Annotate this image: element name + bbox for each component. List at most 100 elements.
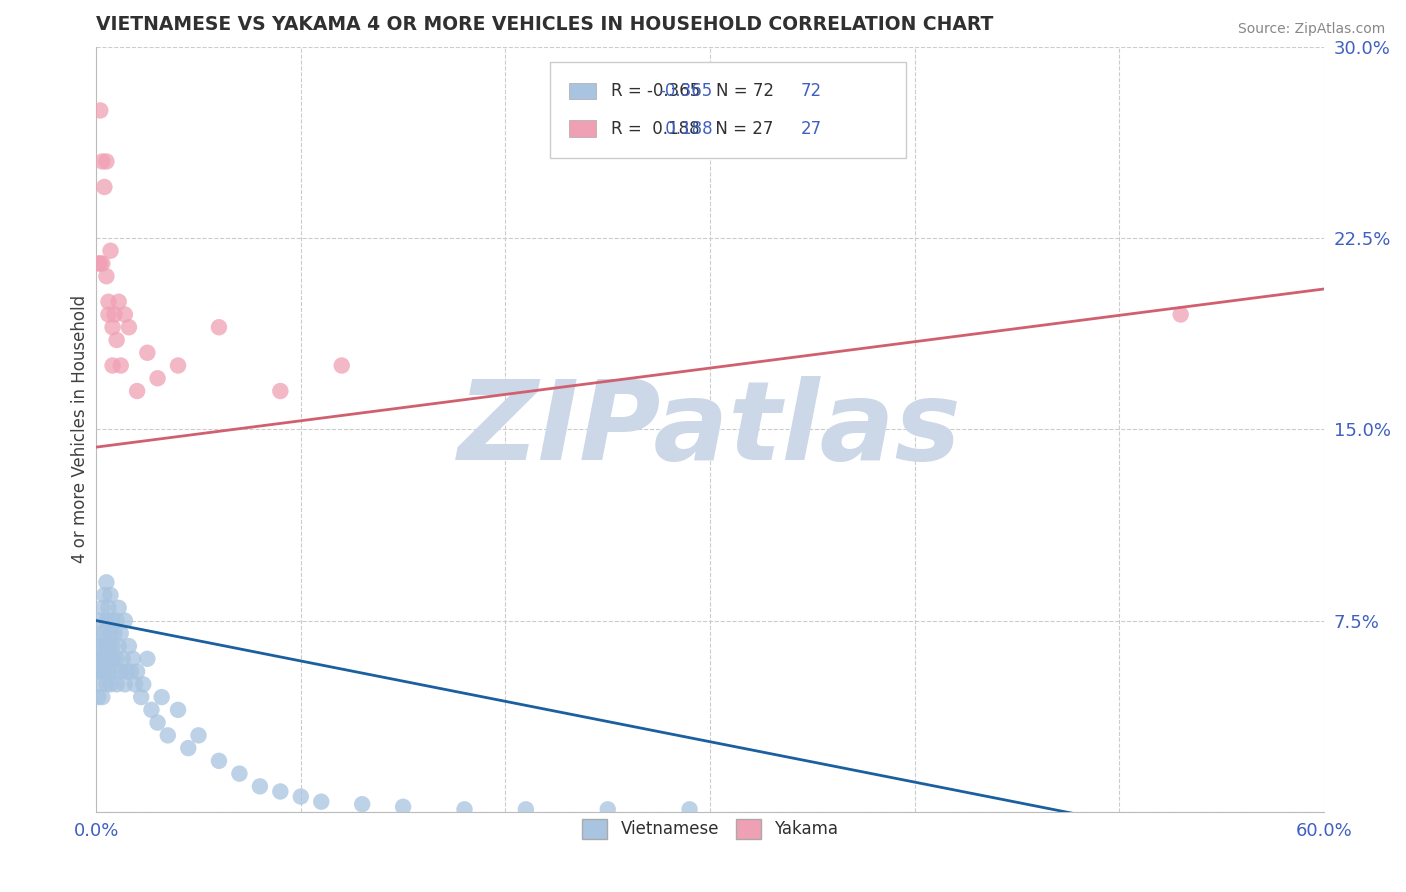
- Text: -0.365: -0.365: [659, 82, 713, 100]
- Point: [104, 308, 127, 322]
- Point: [89, 256, 111, 270]
- Text: ZIPatlas: ZIPatlas: [458, 376, 962, 483]
- Point: [89, 677, 111, 691]
- Point: [93, 665, 115, 679]
- Point: [97, 294, 120, 309]
- Point: [93, 588, 115, 602]
- Point: [87, 256, 110, 270]
- Point: [91, 256, 114, 270]
- Point: [96, 269, 118, 284]
- Point: [107, 294, 129, 309]
- Point: [146, 715, 169, 730]
- Text: R = -0.365   N = 72: R = -0.365 N = 72: [610, 82, 773, 100]
- Point: [596, 802, 619, 816]
- Point: [96, 677, 118, 691]
- Point: [105, 652, 128, 666]
- Legend: Vietnamese, Yakama: Vietnamese, Yakama: [575, 812, 845, 846]
- Point: [150, 690, 173, 704]
- Point: [100, 244, 122, 258]
- Point: [187, 728, 209, 742]
- Point: [208, 754, 231, 768]
- Point: [96, 639, 118, 653]
- Point: [107, 639, 129, 653]
- Point: [101, 614, 124, 628]
- Text: VIETNAMESE VS YAKAMA 4 OR MORE VEHICLES IN HOUSEHOLD CORRELATION CHART: VIETNAMESE VS YAKAMA 4 OR MORE VEHICLES …: [96, 15, 994, 34]
- Point: [104, 626, 127, 640]
- Point: [91, 154, 114, 169]
- Point: [91, 665, 114, 679]
- Point: [515, 802, 537, 816]
- Point: [127, 665, 149, 679]
- Point: [101, 639, 124, 653]
- Point: [290, 789, 312, 804]
- Point: [120, 665, 142, 679]
- Point: [136, 652, 159, 666]
- Text: 72: 72: [801, 82, 823, 100]
- Point: [330, 359, 353, 373]
- Point: [114, 614, 136, 628]
- Point: [105, 333, 128, 347]
- Point: [91, 600, 114, 615]
- Point: [101, 652, 124, 666]
- Point: [127, 384, 149, 398]
- Point: [114, 677, 136, 691]
- Y-axis label: 4 or more Vehicles in Household: 4 or more Vehicles in Household: [72, 295, 89, 564]
- Point: [97, 665, 120, 679]
- Point: [91, 652, 114, 666]
- Point: [122, 652, 145, 666]
- Point: [228, 766, 250, 780]
- Point: [136, 345, 159, 359]
- Point: [89, 652, 111, 666]
- Point: [97, 614, 120, 628]
- Point: [110, 665, 132, 679]
- Point: [100, 588, 122, 602]
- Point: [87, 690, 110, 704]
- Point: [132, 677, 155, 691]
- Point: [208, 320, 231, 334]
- Point: [110, 359, 132, 373]
- Point: [115, 665, 138, 679]
- Point: [87, 665, 110, 679]
- Point: [249, 780, 271, 794]
- Point: [167, 703, 190, 717]
- Point: [167, 359, 190, 373]
- Point: [146, 371, 169, 385]
- Point: [124, 677, 146, 691]
- Point: [97, 639, 120, 653]
- Point: [89, 614, 111, 628]
- Point: [93, 626, 115, 640]
- Point: [100, 626, 122, 640]
- Point: [96, 575, 118, 590]
- Point: [105, 677, 128, 691]
- Point: [392, 799, 415, 814]
- Point: [1170, 308, 1192, 322]
- Point: [96, 614, 118, 628]
- Point: [118, 639, 141, 653]
- Point: [107, 600, 129, 615]
- Point: [352, 797, 374, 812]
- FancyBboxPatch shape: [569, 120, 596, 137]
- Point: [141, 703, 163, 717]
- Point: [114, 308, 136, 322]
- Point: [96, 154, 118, 169]
- Point: [93, 180, 115, 194]
- Text: Source: ZipAtlas.com: Source: ZipAtlas.com: [1237, 22, 1385, 37]
- Point: [309, 795, 332, 809]
- Point: [105, 614, 128, 628]
- Point: [101, 359, 124, 373]
- FancyBboxPatch shape: [550, 62, 907, 158]
- Point: [96, 652, 118, 666]
- Point: [678, 802, 700, 816]
- Point: [104, 665, 127, 679]
- Point: [110, 626, 132, 640]
- Text: 0.188: 0.188: [659, 120, 713, 137]
- Point: [89, 626, 111, 640]
- Point: [93, 652, 115, 666]
- Point: [97, 600, 120, 615]
- Point: [453, 802, 475, 816]
- FancyBboxPatch shape: [569, 83, 596, 100]
- Point: [100, 652, 122, 666]
- Point: [269, 784, 291, 798]
- Point: [91, 639, 114, 653]
- Point: [118, 320, 141, 334]
